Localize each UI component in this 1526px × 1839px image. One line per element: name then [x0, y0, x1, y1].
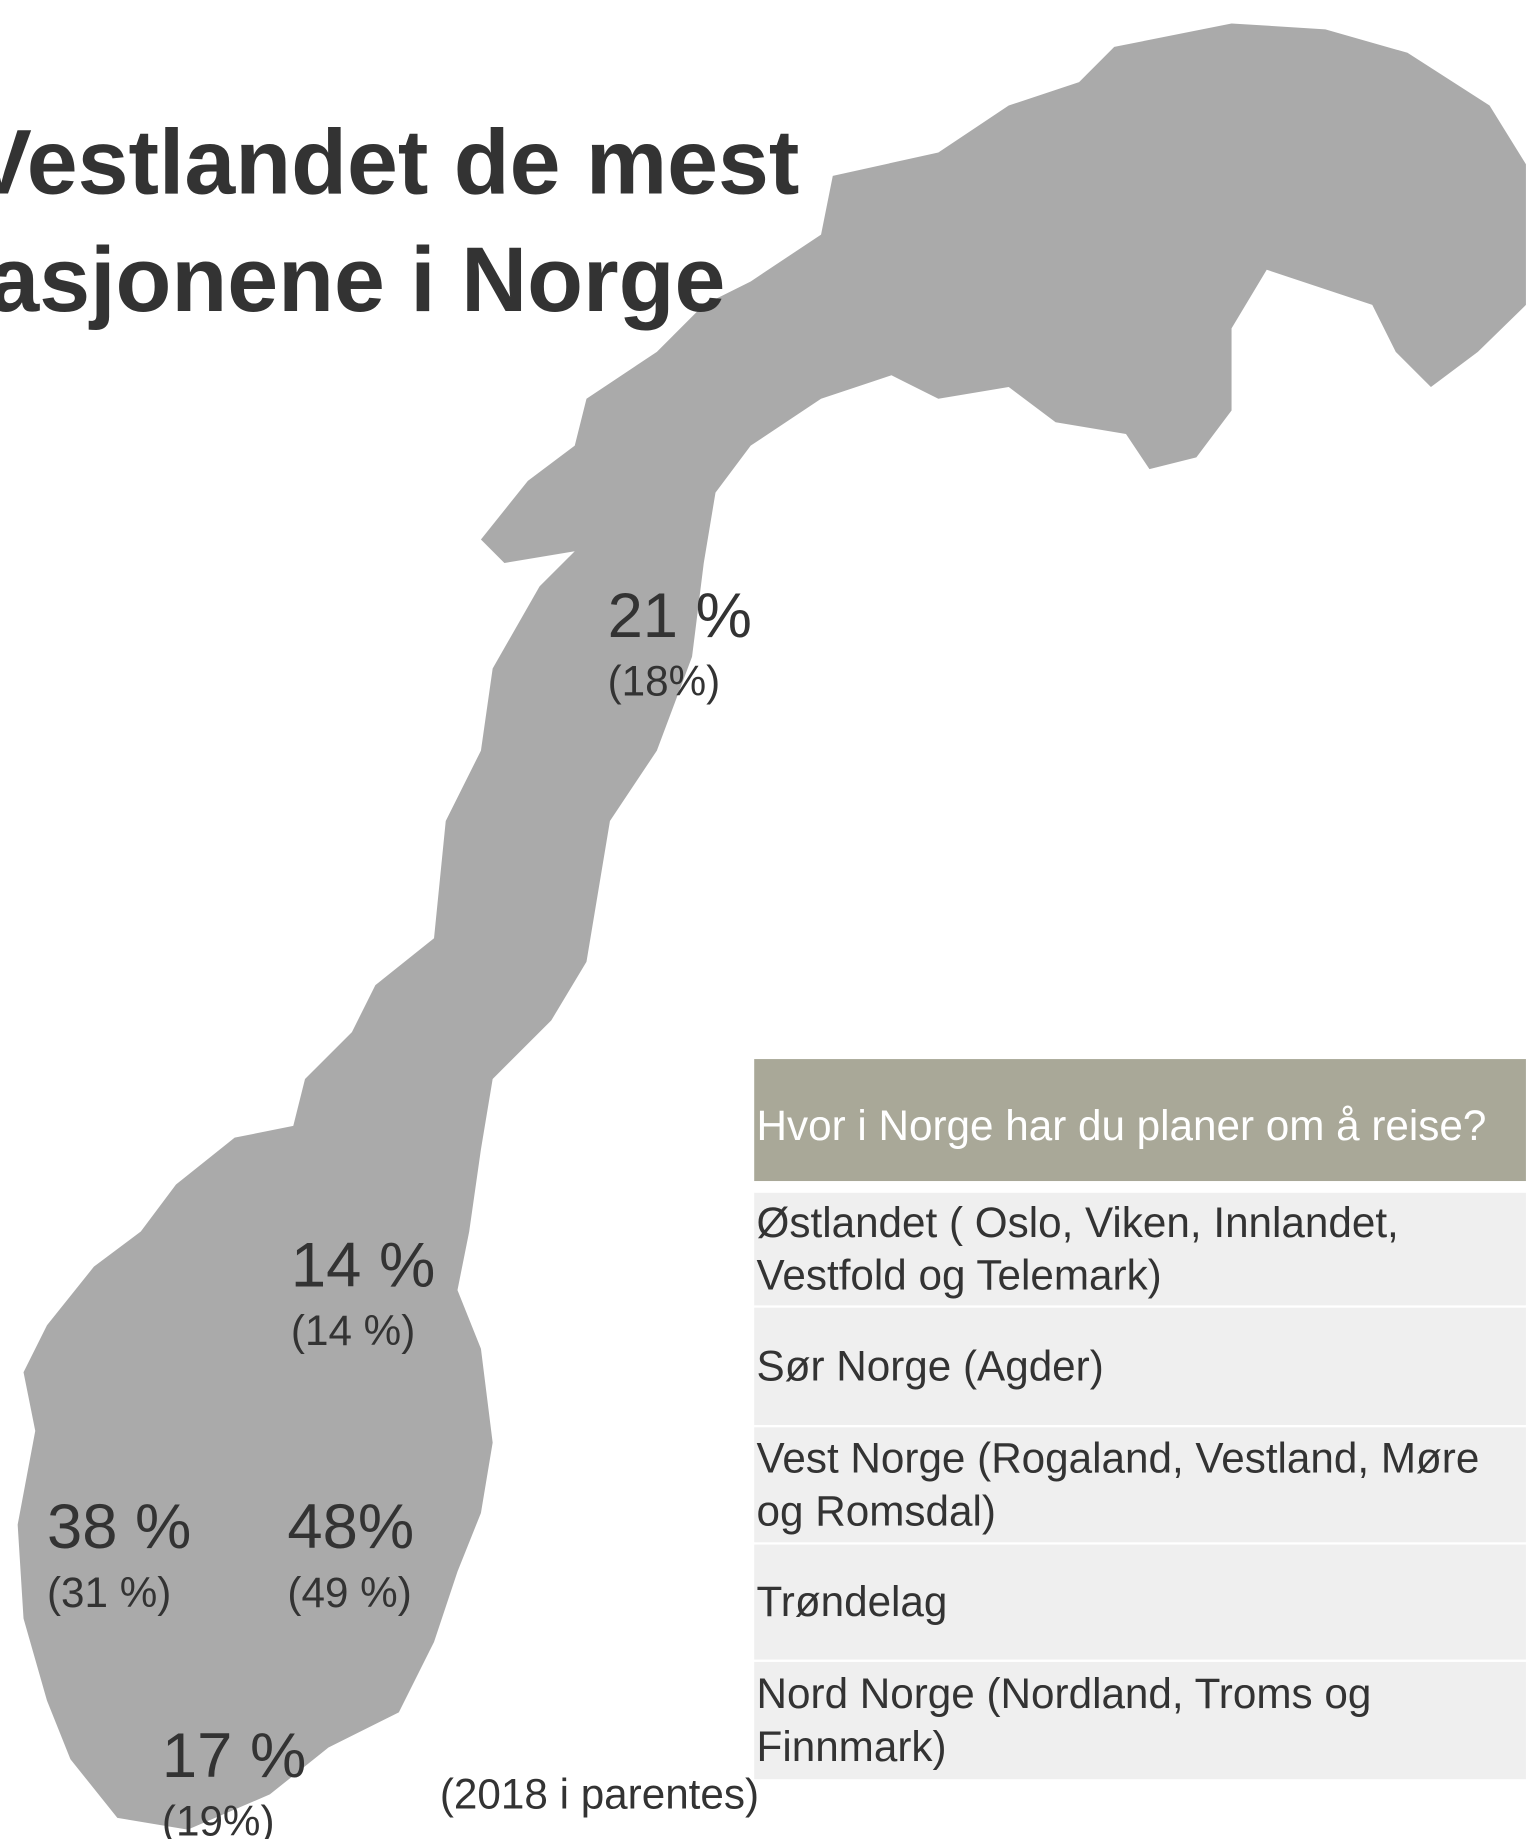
region-value: 21 %	[608, 581, 752, 651]
region-value: 17 %	[162, 1721, 306, 1791]
region-previous: (49 %)	[287, 1569, 411, 1616]
region-value: 38 %	[47, 1492, 191, 1562]
title-line: Vestlandet de mest	[0, 112, 799, 214]
table-cell: Finnmark)	[757, 1723, 947, 1770]
table-cell: Østlandet ( Oslo, Viken, Innlandet,	[757, 1199, 1399, 1246]
table-cell: Trøndelag	[757, 1578, 948, 1625]
table-header-bg	[754, 1059, 1526, 1182]
region-value: 48%	[287, 1492, 414, 1562]
table-cell: Sør Norge (Agder)	[757, 1342, 1104, 1389]
table-row-bg	[754, 1307, 1526, 1425]
table-cell: Vest Norge (Rogaland, Vestland, Møre	[757, 1434, 1480, 1481]
table-row-bg	[754, 1192, 1526, 1306]
title-line: asjonene i Norge	[0, 229, 725, 331]
table-cell: Vestfold og Telemark)	[757, 1252, 1162, 1299]
norway-map	[17, 23, 1526, 1830]
table-cell: og Romsdal)	[757, 1487, 996, 1534]
region-previous: (19%)	[162, 1797, 275, 1839]
region-previous: (31 %)	[47, 1569, 171, 1616]
table-header: Hvor i Norge har du planer om å reise?	[757, 1102, 1487, 1149]
table-row-bg	[754, 1427, 1526, 1543]
region-value: 14 %	[291, 1231, 435, 1301]
table-row-bg	[754, 1661, 1526, 1780]
table-cell: Nord Norge (Nordland, Troms og	[757, 1670, 1372, 1717]
region-previous: (14 %)	[291, 1307, 415, 1354]
region-previous: (18%)	[608, 657, 721, 704]
table-row-bg	[754, 1544, 1526, 1660]
footnote: (2018 i parentes)	[440, 1771, 759, 1818]
